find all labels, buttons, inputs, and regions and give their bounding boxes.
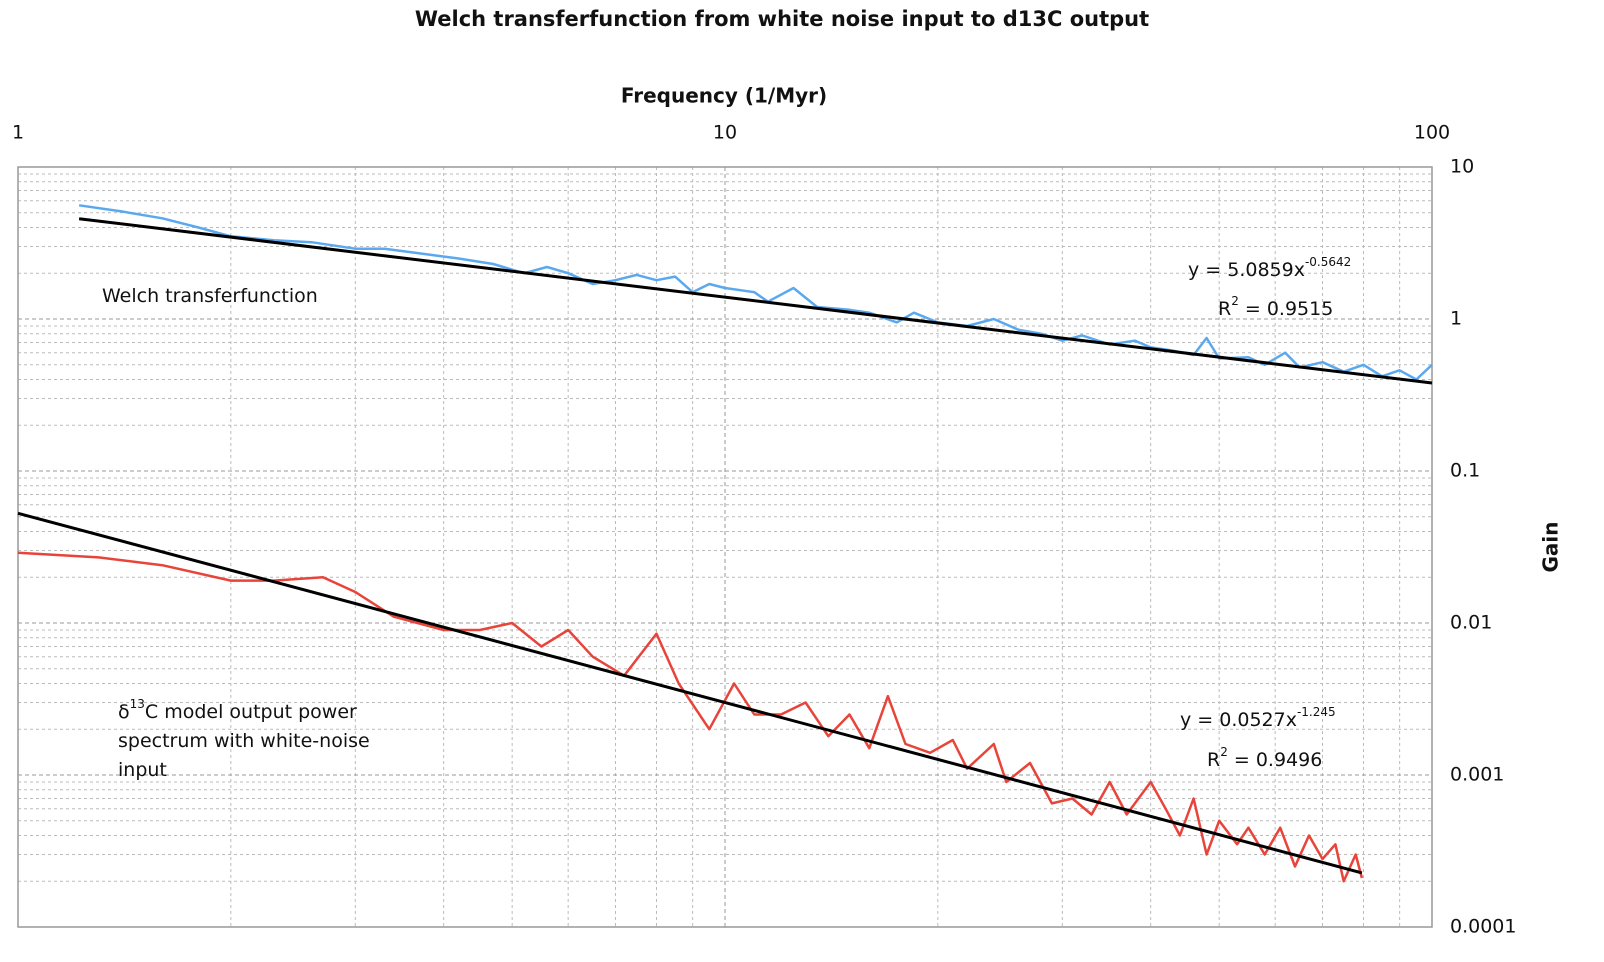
annotation-text: δ [118, 701, 130, 723]
annotation-superscript: 2 [1220, 745, 1228, 759]
series-line [17, 511, 1363, 875]
annotation-text: = 0.9515 [1239, 298, 1333, 320]
y-axis-label: Gain [1539, 521, 1563, 572]
annotation-text: = 0.9496 [1228, 749, 1322, 771]
annotation-text: R [1218, 298, 1231, 320]
x-tick-label: 100 [1414, 122, 1450, 144]
annotation: Welch transferfunction [102, 285, 318, 307]
annotation-text: C model output power [145, 701, 357, 723]
series-line [78, 217, 1433, 385]
annotation: δ13C model output power [118, 697, 357, 723]
series-line [17, 551, 1364, 883]
y-tick-label: 0.1 [1450, 460, 1480, 482]
x-tick-label: 1 [12, 122, 24, 144]
y-tick-label: 0.001 [1450, 764, 1504, 786]
chart-title: Welch transferfunction from white noise … [415, 7, 1149, 31]
x-axis-label: Frequency (1/Myr) [621, 84, 827, 108]
annotation-superscript: -0.5642 [1305, 255, 1351, 269]
annotation-superscript: 13 [130, 697, 145, 711]
plot-frame [17, 166, 1433, 928]
y-tick-label: 1 [1450, 308, 1462, 330]
annotation: R2 = 0.9496 [1207, 745, 1322, 771]
x-tick-label: 10 [713, 122, 737, 144]
annotation: y = 5.0859x-0.5642 [1188, 255, 1351, 281]
annotation-text: Welch transferfunction [102, 285, 318, 307]
annotation-text: spectrum with white-noise [118, 730, 370, 752]
annotation: input [118, 759, 167, 781]
annotation-text: y = 5.0859x [1188, 259, 1305, 281]
annotation-text: R [1207, 749, 1220, 771]
y-tick-label: 0.01 [1450, 612, 1492, 634]
annotation: R2 = 0.9515 [1218, 294, 1333, 320]
y-tick-label: 0.0001 [1450, 916, 1516, 938]
annotation-text: y = 0.0527x [1180, 709, 1297, 731]
y-tick-label: 10 [1450, 156, 1474, 178]
annotation-superscript: -1.245 [1297, 705, 1336, 719]
annotation: y = 0.0527x-1.245 [1180, 705, 1336, 731]
annotation-text: input [118, 759, 167, 781]
annotation: spectrum with white-noise [118, 730, 370, 752]
annotation-superscript: 2 [1231, 294, 1239, 308]
